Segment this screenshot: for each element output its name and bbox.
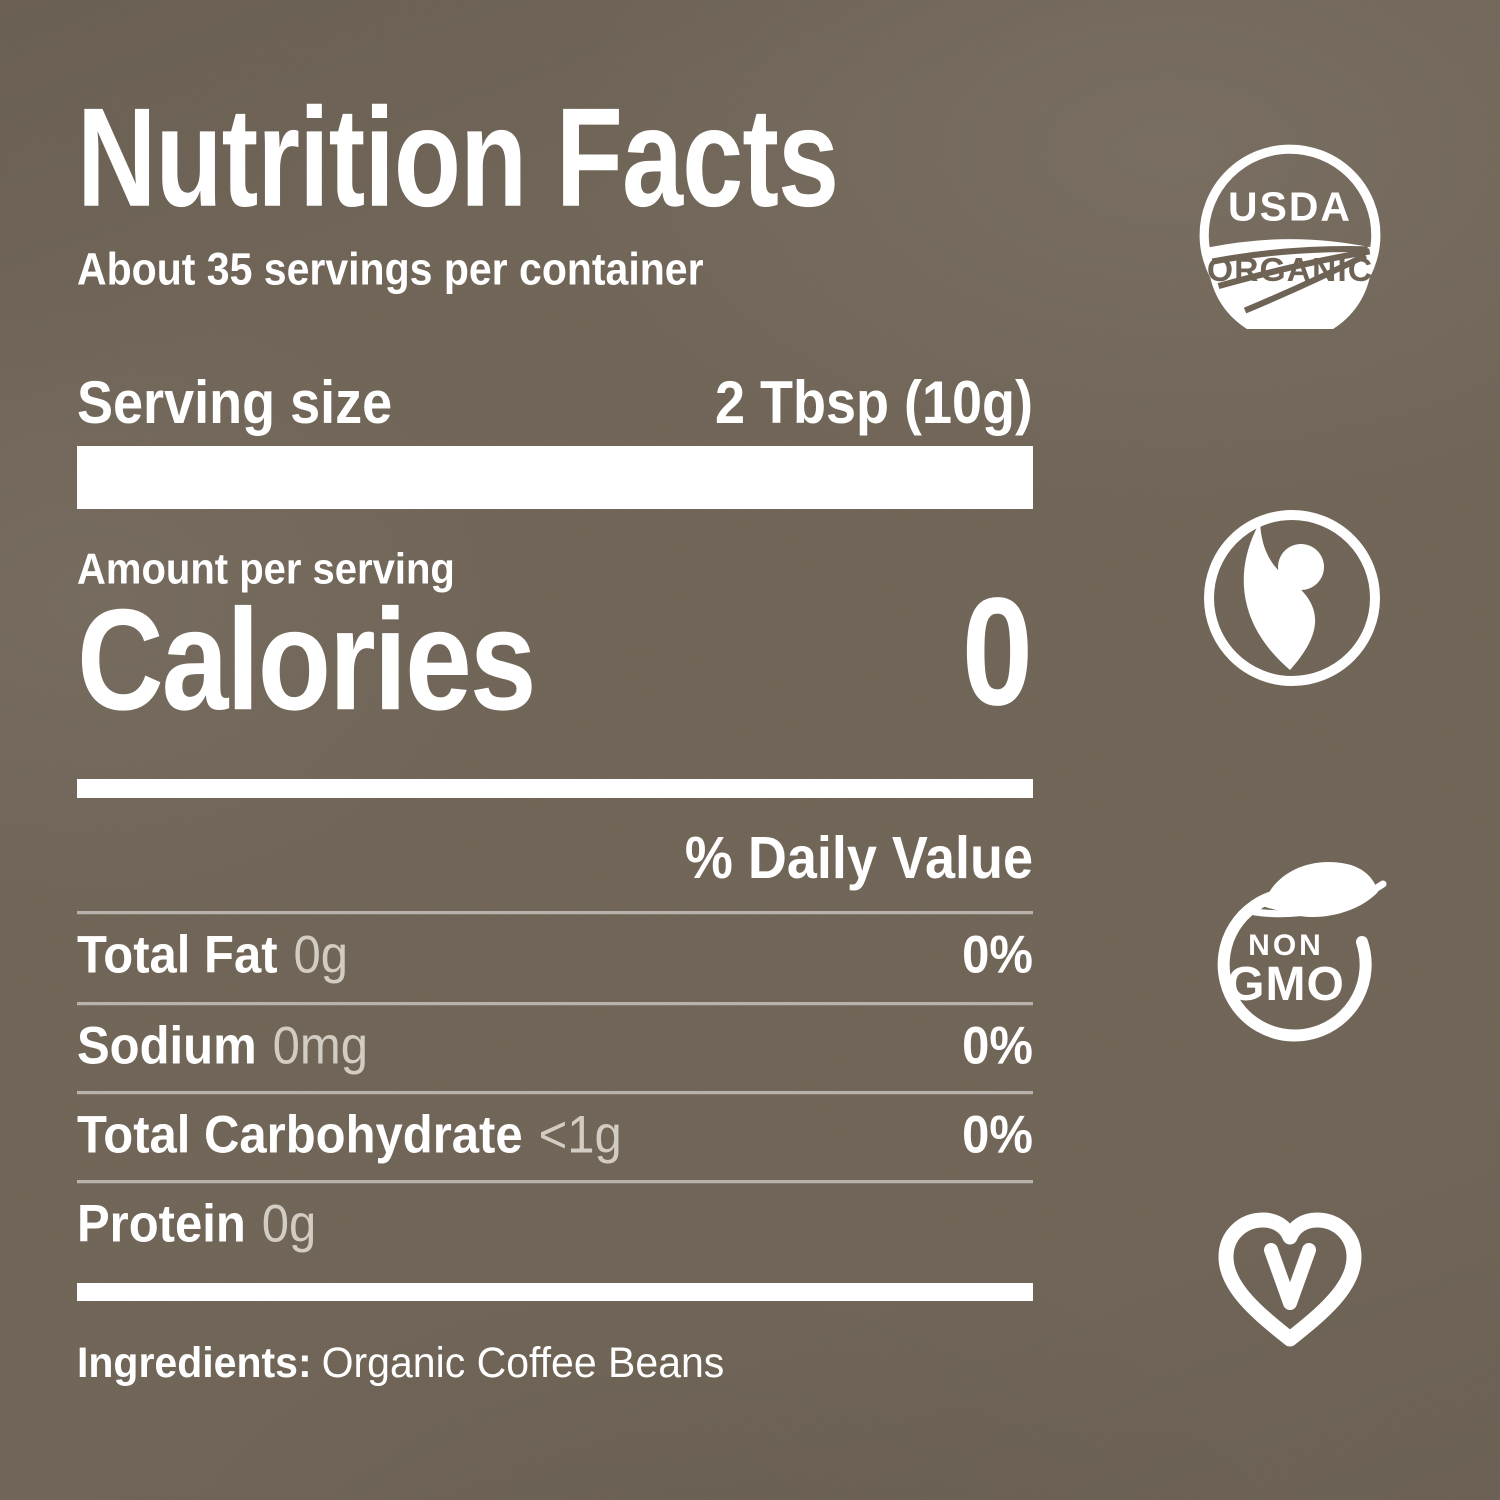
nutrient-table: Total Fat 0g 0% Sodium 0mg 0% Total Carboh… <box>77 911 1033 1283</box>
leaf-stem-icon <box>1251 880 1387 918</box>
usda-organic-badge: USDA ORGANIC <box>1199 144 1381 329</box>
serving-size-value: 2 Tbsp (10g) <box>714 369 1033 437</box>
serving-separator-bar <box>77 446 1033 509</box>
nutrient-daily-value: 0% <box>962 926 1033 985</box>
nutrient-row-total-carbohydrate: Total Carbohydrate <1g 0% <box>77 1091 1033 1187</box>
nutrient-amount: 0g <box>261 1195 317 1254</box>
usda-text: USDA <box>1228 184 1352 230</box>
nutrient-row-protein: Protein 0g <box>77 1180 1033 1291</box>
fairtrade-swoosh-icon <box>1243 522 1316 670</box>
nutrient-name-amount: Total Fat 0g <box>77 926 349 985</box>
nutrient-name: Sodium <box>77 1017 257 1076</box>
non-text: NON <box>1248 929 1324 962</box>
nutrient-row-sodium: Sodium 0mg 0% <box>77 1002 1033 1098</box>
servings-per-container: About 35 servings per container <box>77 244 704 295</box>
calories-label: Calories <box>77 579 537 741</box>
nutrient-amount: 0g <box>293 926 349 985</box>
nutrient-name-amount: Total Carbohydrate <1g <box>77 1106 622 1165</box>
daily-value-header: % Daily Value <box>684 825 1033 892</box>
nutrient-daily-value: 0% <box>962 1106 1033 1165</box>
page-title: Nutrition Facts <box>77 79 839 237</box>
amount-per-serving-label: Amount per serving <box>77 545 455 594</box>
non-gmo-ring-icon <box>1217 889 1372 1042</box>
nutrient-amount: 0mg <box>272 1017 368 1076</box>
serving-size-row: Serving size 2 Tbsp (10g) <box>77 368 1033 437</box>
calories-value: 0 <box>961 566 1033 738</box>
gmo-text: GMO <box>1227 958 1345 1011</box>
ingredients-line: Ingredients: Organic Coffee Beans <box>77 1338 724 1387</box>
fairtrade-head-icon <box>1278 544 1324 590</box>
nutrient-name-amount: Protein 0g <box>77 1195 317 1254</box>
footer-separator-bar <box>77 1283 1033 1301</box>
nutrient-name: Protein <box>77 1195 246 1254</box>
usda-furrow-lines-icon <box>1211 245 1371 314</box>
vegan-v-stroke-icon <box>1264 1243 1316 1310</box>
non-gmo-badge: NON GMO <box>1217 861 1387 1042</box>
heart-icon <box>1218 1212 1362 1347</box>
organic-text: ORGANIC <box>1207 251 1373 289</box>
calories-separator-bar <box>77 779 1033 798</box>
nutrient-name: Total Carbohydrate <box>77 1106 523 1165</box>
fairtrade-ring-icon <box>1204 510 1380 686</box>
nutrition-facts-panel: Nutrition Facts About 35 servings per co… <box>77 0 1033 1500</box>
ingredients-text: Organic Coffee Beans <box>321 1338 725 1387</box>
serving-size-label: Serving size <box>77 369 393 437</box>
nutrient-daily-value: 0% <box>962 1017 1033 1076</box>
nutrient-name: Total Fat <box>77 926 278 985</box>
vegan-badge: V <box>1218 1212 1362 1347</box>
nutrient-row-total-fat: Total Fat 0g 0% <box>77 911 1033 1009</box>
fairtrade-badge <box>1204 510 1380 686</box>
calories-row: Calories 0 <box>77 575 1033 741</box>
nutrient-name-amount: Sodium 0mg <box>77 1017 368 1076</box>
ingredients-label: Ingredients: <box>77 1338 312 1387</box>
nutrient-amount: <1g <box>538 1106 622 1165</box>
